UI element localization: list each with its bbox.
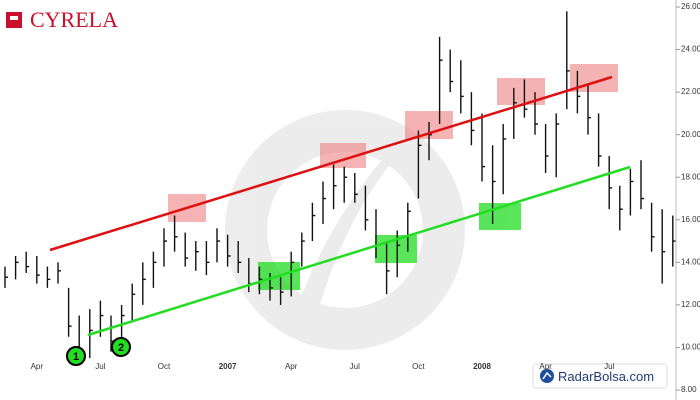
logo-text: CYRELA xyxy=(30,7,118,32)
marker: 1 xyxy=(66,346,86,366)
x-tick-label: Jul xyxy=(604,362,614,371)
x-tick-label: Jul xyxy=(95,362,105,371)
y-tick-label: 14.00 xyxy=(681,257,700,266)
x-tick-label: Oct xyxy=(158,362,171,371)
price-bars xyxy=(4,11,676,365)
x-tick-label: Apr xyxy=(31,362,44,371)
source-badge: RadarBolsa.com xyxy=(532,363,668,389)
support-line xyxy=(87,165,631,337)
source: RadarBolsa.com xyxy=(558,369,654,384)
resistance-line xyxy=(49,75,613,252)
marker-label: 2 xyxy=(118,342,124,354)
y-tick-label: 10.00 xyxy=(681,343,700,352)
x-tick-label: 2007 xyxy=(219,362,237,371)
x-tick-label: Apr xyxy=(285,362,298,371)
y-tick-label: 20.00 xyxy=(681,130,700,139)
x-tick-label: Oct xyxy=(412,362,425,371)
logo: CYRELA xyxy=(6,7,118,32)
y-tick-label: 12.00 xyxy=(681,300,700,309)
y-tick-label: 24.00 xyxy=(681,45,700,54)
y-tick-label: 8.00 xyxy=(681,385,697,394)
x-tick-label: Jul xyxy=(350,362,360,371)
y-tick-label: 22.00 xyxy=(681,87,700,96)
marker-label: 1 xyxy=(73,351,79,363)
x-tick-label: 2008 xyxy=(473,362,491,371)
y-tick-label: 26.00 xyxy=(681,2,700,11)
x-tick-label: Apr xyxy=(539,362,552,371)
y-tick-label: 18.00 xyxy=(681,172,700,181)
marker: 2 xyxy=(111,337,131,357)
y-tick-label: 16.00 xyxy=(681,215,700,224)
resistance-zones xyxy=(168,64,618,222)
